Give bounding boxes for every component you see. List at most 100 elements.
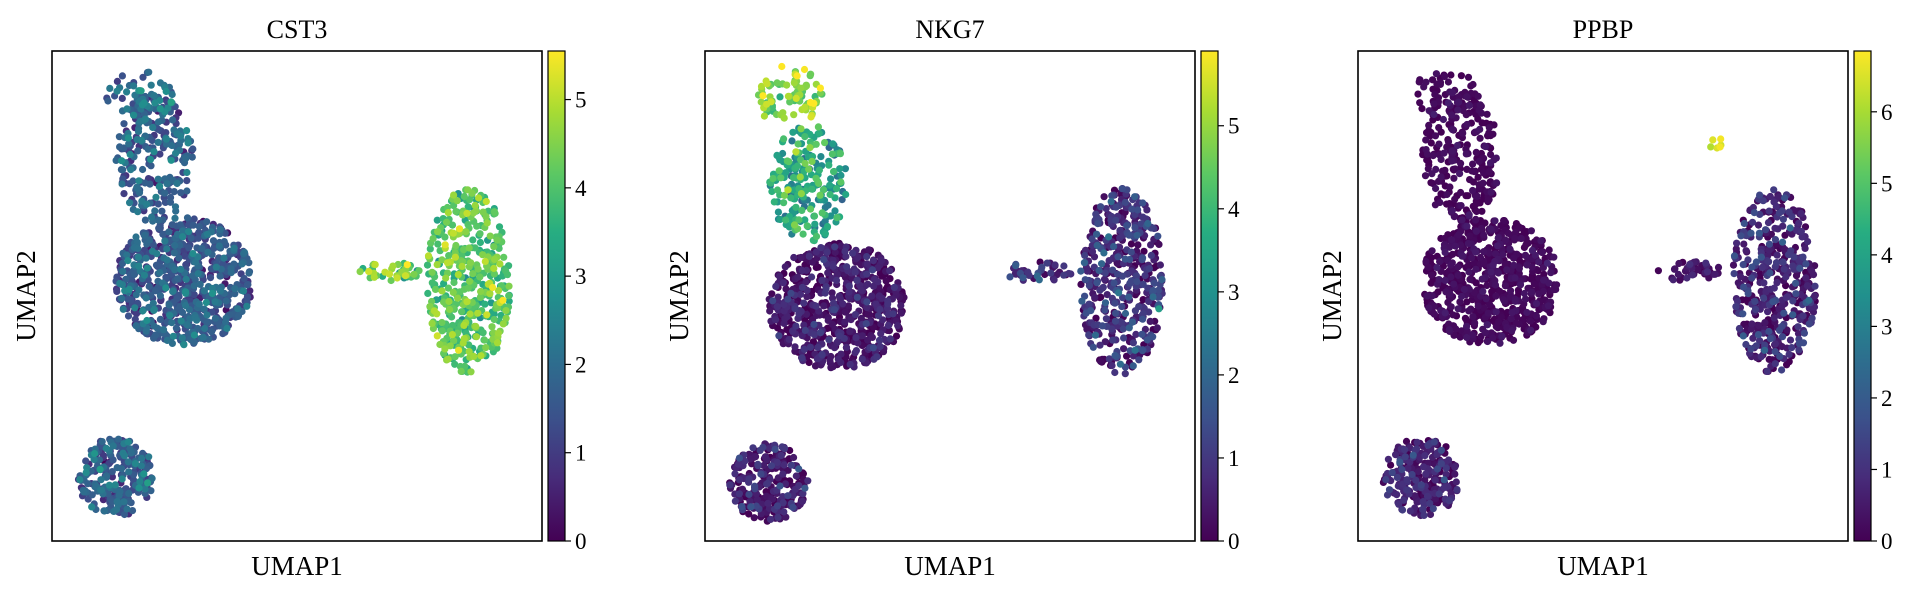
data-point (1487, 188, 1495, 196)
data-point (137, 87, 145, 95)
data-point (1469, 80, 1477, 89)
data-point (1670, 265, 1679, 273)
data-point (211, 298, 219, 306)
data-point (91, 450, 99, 458)
data-point (472, 322, 480, 331)
data-point (779, 499, 787, 507)
data-point (356, 268, 364, 276)
data-point (1522, 241, 1530, 249)
data-point (1140, 247, 1148, 255)
data-point (1452, 325, 1460, 333)
data-point (1468, 254, 1476, 262)
data-point (869, 344, 878, 352)
data-point (1532, 312, 1540, 320)
data-point (154, 200, 162, 208)
data-point (775, 272, 784, 280)
data-point (156, 292, 164, 300)
data-point (820, 256, 828, 264)
data-point (783, 81, 791, 89)
data-point (238, 260, 246, 268)
data-point (463, 298, 471, 306)
data-point (444, 355, 452, 363)
data-point (784, 466, 792, 474)
data-point (113, 87, 121, 95)
data-point (200, 305, 208, 313)
data-point (873, 353, 881, 361)
data-point (1511, 274, 1519, 282)
data-point (798, 497, 807, 505)
data-point (872, 300, 880, 308)
data-point (1476, 125, 1484, 133)
data-point (457, 367, 465, 375)
data-point (780, 445, 789, 453)
data-point (1112, 309, 1120, 317)
data-point (1469, 160, 1477, 168)
data-point (1146, 317, 1154, 325)
data-point (1496, 339, 1504, 347)
data-point (832, 276, 841, 284)
data-point (1422, 136, 1430, 144)
data-point (812, 248, 820, 256)
data-point (1060, 262, 1068, 270)
data-point (462, 228, 470, 236)
data-point (858, 355, 866, 363)
data-point (231, 285, 239, 293)
data-point (826, 356, 834, 364)
data-point (177, 317, 185, 325)
data-point (1125, 324, 1133, 332)
data-point (1489, 261, 1497, 269)
data-point (831, 207, 839, 215)
data-point (1491, 217, 1499, 225)
data-point (1047, 269, 1055, 277)
data-point (1500, 217, 1508, 225)
data-point (155, 224, 163, 232)
data-point (441, 345, 449, 353)
data-point (845, 288, 853, 296)
data-point (828, 289, 836, 297)
data-point (490, 264, 498, 272)
data-point (747, 503, 755, 511)
x-axis-label: UMAP1 (904, 551, 996, 581)
data-point (80, 488, 88, 496)
data-point (1778, 301, 1786, 309)
data-point (1711, 270, 1719, 278)
data-point (1448, 89, 1456, 97)
data-point (433, 332, 441, 340)
data-point (852, 334, 860, 342)
data-point (118, 475, 126, 483)
data-point (206, 274, 215, 282)
data-point (100, 507, 108, 515)
data-point (1429, 152, 1437, 160)
data-point (440, 298, 448, 306)
data-point (442, 274, 450, 282)
data-point (1077, 280, 1085, 288)
data-point (490, 243, 498, 251)
data-point (389, 262, 397, 270)
data-point (753, 495, 761, 504)
data-point (493, 236, 501, 244)
data-point (741, 457, 749, 465)
data-point (123, 88, 131, 96)
data-point (1094, 220, 1102, 228)
data-point (1105, 233, 1113, 241)
data-point (1521, 251, 1530, 260)
data-point (842, 343, 851, 351)
data-point (1155, 240, 1163, 248)
data-point (1448, 236, 1456, 244)
data-point (846, 360, 854, 368)
data-point (1111, 299, 1119, 307)
data-point (154, 118, 162, 126)
data-point (464, 186, 472, 194)
data-point (1451, 195, 1459, 203)
data-point (764, 499, 772, 507)
data-point (834, 355, 842, 363)
data-point (817, 153, 825, 161)
data-point (843, 263, 851, 271)
data-point (180, 341, 188, 349)
data-point (181, 288, 190, 296)
data-point (1424, 263, 1432, 271)
data-point (119, 305, 127, 313)
data-point (449, 288, 457, 296)
data-point (750, 514, 758, 522)
data-point (183, 214, 192, 222)
